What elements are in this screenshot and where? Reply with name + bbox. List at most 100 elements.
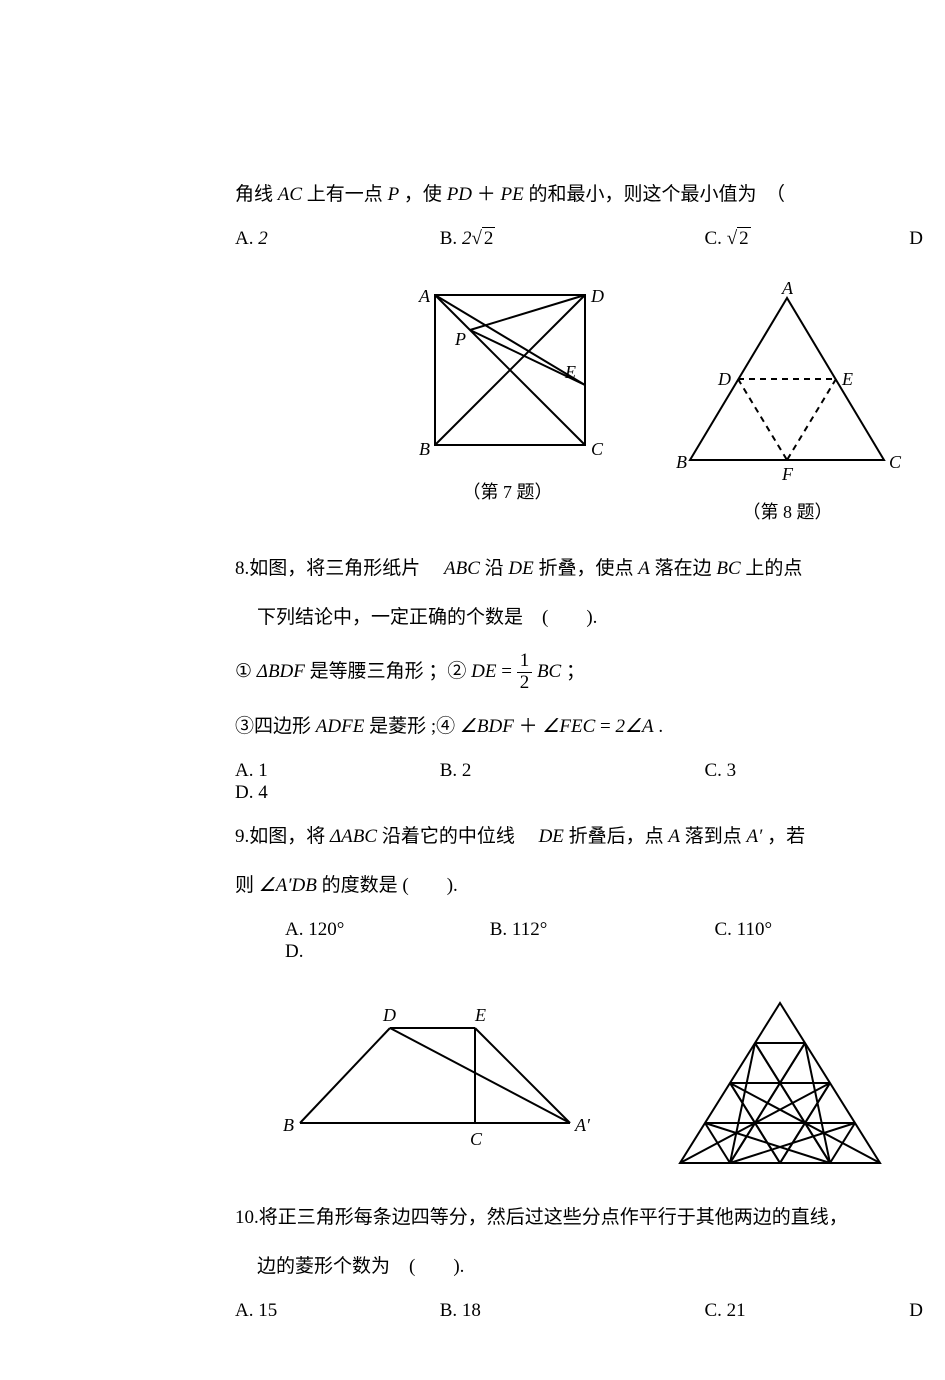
q7-option-d: D: [909, 228, 923, 250]
var-de: DE: [471, 661, 496, 682]
q9-line1: 9.如图，将 ΔABC 沿着它的中位线 DE 折叠后，点 A 落到点 A′ ，若: [235, 822, 925, 852]
label-b: B: [283, 1115, 294, 1135]
var-bdf: BDF: [477, 716, 514, 737]
q9-line2: 则 ∠A′DB 的度数是 ( ).: [235, 871, 925, 901]
text: 上有一点: [307, 184, 388, 205]
var-de: DE: [539, 826, 564, 847]
q10-options: A. 15 B. 18 C. 21 D: [235, 1300, 925, 1322]
radicand: 2: [737, 227, 751, 249]
figures-row-1: A D B C P E （第 7 题） A B: [405, 280, 925, 524]
q7-option-b: B. 22: [440, 228, 700, 250]
text: 沿着它的中位线: [382, 826, 534, 847]
var-a: A: [668, 826, 680, 847]
figure-10-svg: [665, 993, 895, 1173]
q8-option-a: A. 1: [235, 760, 435, 782]
q7-option-c: C. 2: [705, 228, 905, 250]
var-abc: ABC: [444, 558, 480, 579]
text: 则: [235, 875, 259, 896]
text: 9.如图，将: [235, 826, 330, 847]
text: 的和最小，则这个最小值为 （: [529, 184, 786, 205]
denominator: 2: [517, 673, 533, 694]
angle-adb: ∠A′DB: [259, 875, 317, 896]
q8-option-d: D. 4: [235, 782, 268, 804]
text: 是菱形 ;④: [369, 716, 460, 737]
var-pd: PD: [447, 184, 472, 205]
q10-option-a: A. 15: [235, 1300, 435, 1322]
var-bdf: BDF: [268, 661, 305, 682]
q8-line1: 8.如图，将三角形纸片 ABC 沿 DE 折叠，使点 A 落在边 BC 上的点: [235, 554, 925, 584]
q9-option-b: B. 112°: [490, 919, 710, 941]
label-f: F: [781, 464, 794, 484]
figure-7: A D B C P E （第 7 题）: [405, 280, 610, 524]
q9-options: A. 120° B. 112° C. 110° D.: [235, 919, 925, 963]
label-b: B: [419, 439, 430, 459]
text: ①: [235, 661, 257, 682]
label-d: D: [382, 1005, 396, 1025]
q8-option-b: B. 2: [440, 760, 700, 782]
text: .: [658, 716, 663, 737]
figure-7-svg: A D B C P E: [405, 280, 610, 470]
fraction: 12: [517, 651, 533, 694]
label-a: A: [418, 286, 431, 306]
q9-option-d: D.: [285, 941, 303, 963]
q7-options: A. 2 B. 22 C. 2 D: [235, 228, 925, 250]
text: 角线: [235, 184, 278, 205]
label: A.: [235, 228, 258, 249]
q10-option-c: C. 21: [705, 1300, 905, 1322]
q7-option-a: A. 2: [235, 228, 435, 250]
text: 折叠，使点: [539, 558, 639, 579]
q8-line3: ① ΔBDF 是等腰三角形 ；② DE = 12 BC ；: [235, 651, 925, 694]
figure-9-svg: B C D E A′: [275, 993, 605, 1153]
figures-row-2: B C D E A′: [275, 993, 925, 1173]
text: 上的点: [745, 558, 802, 579]
sqrt-icon: 2: [471, 228, 495, 250]
q8-line2: 下列结论中，一定正确的个数是 ( ).: [235, 603, 925, 633]
var-a: ∠A: [625, 716, 654, 737]
figure-9: B C D E A′: [275, 993, 605, 1173]
text: ；: [566, 661, 585, 682]
delta: Δ: [257, 661, 268, 682]
var-a: A: [638, 558, 650, 579]
var-pe: PE: [501, 184, 524, 205]
var-bc: BC: [537, 661, 561, 682]
figure-7-caption: （第 7 题）: [405, 478, 610, 504]
label-d: D: [590, 286, 604, 306]
text: 是等腰三角形 ；②: [310, 661, 472, 682]
numerator: 1: [517, 651, 533, 673]
delta: Δ: [330, 826, 341, 847]
figure-8-caption: （第 8 题）: [670, 498, 905, 524]
q10-line1: 10.将正三角形每条边四等分，然后过这些分点作平行于其他两边的直线，: [235, 1203, 925, 1233]
q10-option-d: D: [909, 1300, 923, 1322]
label-d: D: [717, 369, 731, 389]
label-ap: A′: [574, 1115, 591, 1135]
figure-8: A B C D E F （第 8 题）: [670, 280, 905, 524]
label: B.: [440, 228, 462, 249]
label-b: B: [676, 452, 687, 472]
page-content: 角线 AC 上有一点 P ，使 PD ＋ PE 的和最小，则这个最小值为 （ A…: [0, 180, 945, 1322]
label: C.: [705, 228, 727, 249]
q9-option-c: C. 110°: [715, 919, 915, 941]
text: ，若: [767, 826, 805, 847]
var-fec: ∠FEC: [542, 716, 595, 737]
label-p: P: [454, 329, 466, 349]
var-ac: AC: [278, 184, 302, 205]
label-e: E: [474, 1005, 486, 1025]
q8-options: A. 1 B. 2 C. 3 D. 4: [235, 760, 925, 804]
var-bc: BC: [716, 558, 740, 579]
var-abc: ABC: [341, 826, 377, 847]
value: 2: [258, 228, 268, 249]
label-c: C: [470, 1129, 483, 1149]
text: ＋: [519, 716, 538, 737]
label-a: A: [781, 280, 794, 298]
text: =: [600, 716, 611, 737]
text: 沿: [485, 558, 509, 579]
figure-8-svg: A B C D E F: [670, 280, 905, 490]
two: 2: [615, 716, 625, 737]
text: ③四边形: [235, 716, 316, 737]
q10-line2: 边的菱形个数为 ( ).: [235, 1252, 925, 1282]
q8-line4: ③四边形 ADFE 是菱形 ;④ ∠BDF ＋ ∠FEC = 2∠A .: [235, 712, 925, 742]
var-de: DE: [508, 558, 533, 579]
q7-stem-line: 角线 AC 上有一点 P ，使 PD ＋ PE 的和最小，则这个最小值为 （: [235, 180, 925, 210]
label-e: E: [564, 362, 576, 382]
var-p: P: [388, 184, 400, 205]
